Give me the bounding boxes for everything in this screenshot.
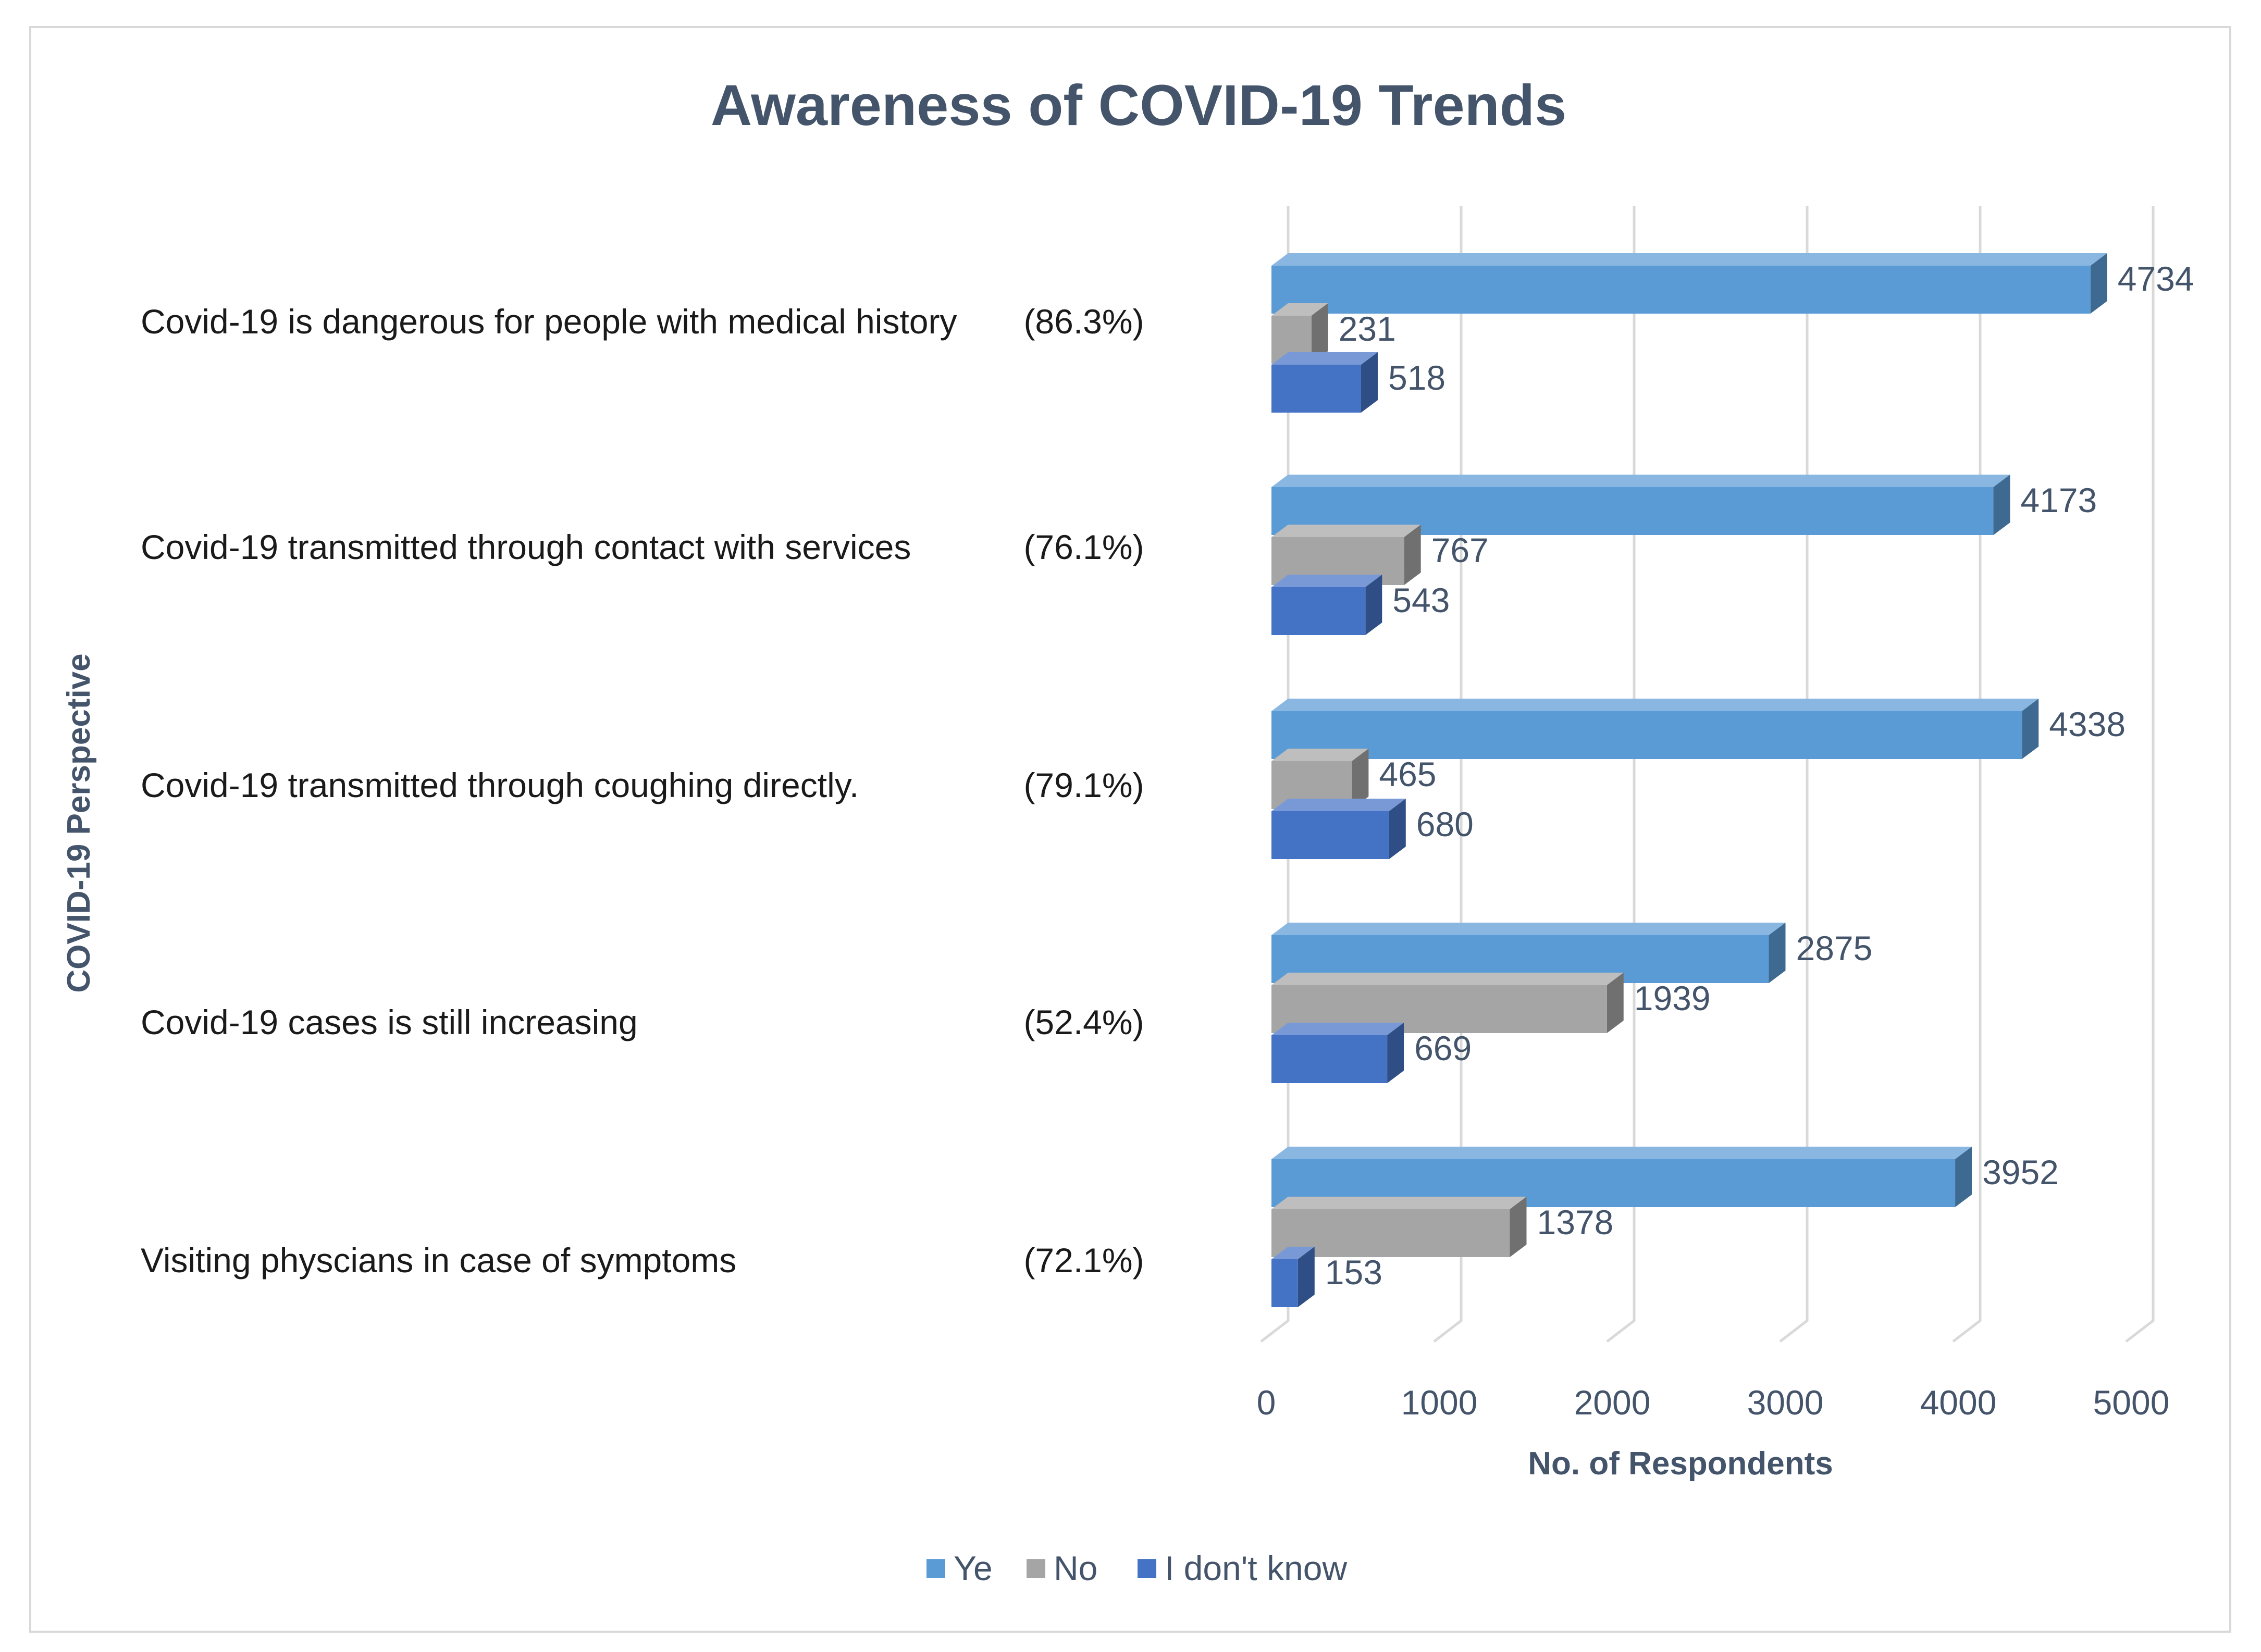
category-percentage: (79.1%) [1023,766,1144,804]
legend-swatch [926,1559,945,1578]
value-label: 465 [1379,755,1436,793]
category-labels: Covid-19 is dangerous for people with me… [141,302,1144,1280]
value-label: 680 [1416,805,1474,843]
bar-side-face [1510,1197,1527,1257]
bar-top-face [1271,1023,1404,1035]
bar-front-face [1271,266,2091,314]
value-label: 1939 [1634,979,1711,1017]
legend-swatch [1027,1559,1045,1578]
x-axis-title: No. of Respondents [1528,1446,1833,1482]
legend-item-dont-know: I don't know [1138,1549,1347,1587]
bar-side-face [1387,1023,1404,1083]
bar-top-face [1271,1147,1972,1159]
bar-top-face [1271,749,1369,761]
bar-side-face [1769,923,1786,983]
value-label: 669 [1414,1029,1472,1067]
bar-front-face [1271,587,1366,635]
bar-yes [1271,253,2107,314]
bar-side-face [1404,525,1421,585]
bar-top-face [1271,352,1378,365]
bar-side-face [1361,352,1378,413]
category-percentage: (76.1%) [1023,528,1144,566]
gridline [1433,206,1463,1343]
bar-front-face [1271,1259,1298,1307]
x-tick-label: 1000 [1401,1383,1478,1422]
value-label: 518 [1388,358,1445,397]
gridline [1779,206,1809,1343]
bar-top-face [1271,973,1624,985]
value-labels: 4734 231 518 4173 767 543 4338 465 680 2875 1939 66… [1325,259,2194,1291]
bar-top-face [1271,1247,1315,1259]
x-tick-label: 4000 [1920,1383,1997,1422]
category-label: Covid-19 transmitted through contact wit… [141,528,911,566]
legend-label: Ye [954,1549,993,1587]
bar-top-face [1271,799,1406,811]
category-percentage: (52.4%) [1023,1003,1144,1041]
bar-side-face [2090,253,2107,314]
value-label: 4338 [2049,705,2126,743]
value-label: 231 [1339,309,1396,348]
bar-side-face [1365,575,1382,635]
value-label: 767 [1431,531,1489,569]
value-label: 4173 [2020,481,2097,519]
bar-dont-know [1271,575,1382,635]
category-label: Covid-19 cases is still increasing [141,1003,638,1041]
bar-side-face [2022,699,2039,759]
bar-side-face [1352,749,1369,809]
value-label: 4734 [2118,259,2194,298]
bar-top-face [1271,253,2107,266]
bar-front-face [1271,1035,1388,1083]
legend-label: I don't know [1165,1549,1347,1587]
bar-top-face [1271,525,1421,537]
bar-top-face [1271,923,1786,935]
bar-front-face [1271,711,2022,759]
bar-dont-know [1271,352,1378,413]
legend-label: No [1054,1549,1097,1587]
bar-side-face [1311,303,1328,364]
category-label: Covid-19 is dangerous for people with me… [141,302,957,341]
chart-title: Awareness of COVID-19 Trends [711,73,1566,138]
y-axis-title: COVID-19 Perspective [61,653,97,992]
bar-front-face [1271,811,1389,859]
bar-dont-know [1271,1247,1315,1307]
value-label: 153 [1325,1253,1382,1291]
bars [1271,253,2107,1307]
bar-top-face [1271,1197,1527,1209]
bar-dont-know [1271,799,1406,859]
category-percentage: (86.3%) [1023,302,1144,341]
value-label: 3952 [1982,1153,2059,1191]
x-tick-label: 3000 [1747,1383,1824,1422]
category-label: Covid-19 transmitted through coughing di… [141,766,859,804]
legend-item-yes: Ye [926,1549,993,1587]
bar-front-face [1271,365,1361,413]
gridline [1952,206,1982,1343]
legend-item-no: No [1027,1549,1097,1587]
gridline [1606,206,1636,1343]
bar-side-face [1389,799,1406,859]
bar-side-face [1993,475,2010,535]
legend-swatch [1138,1559,1156,1578]
x-tick-label: 5000 [2093,1383,2170,1422]
category-percentage: (72.1%) [1023,1241,1144,1280]
bar-side-face [1607,973,1624,1033]
gridline [2125,206,2155,1343]
value-label: 543 [1392,581,1450,619]
bar-side-face [1955,1147,1972,1207]
value-label: 1378 [1537,1203,1613,1241]
bar-side-face [1298,1247,1315,1307]
legend: Ye No I don't know [926,1549,1347,1587]
x-axis-ticks: 0 1000 2000 3000 4000 5000 [1257,1383,2170,1422]
x-tick-label: 2000 [1574,1383,1651,1422]
x-tick-label: 0 [1257,1383,1276,1422]
bar-top-face [1271,475,2010,487]
bar-dont-know [1271,1023,1404,1083]
bar-yes [1271,699,2039,759]
bar-top-face [1271,699,2039,711]
category-label: Visiting physcians in case of symptoms [141,1241,736,1280]
bar-top-face [1271,575,1382,587]
value-label: 2875 [1796,929,1873,967]
bar-top-face [1271,303,1328,316]
